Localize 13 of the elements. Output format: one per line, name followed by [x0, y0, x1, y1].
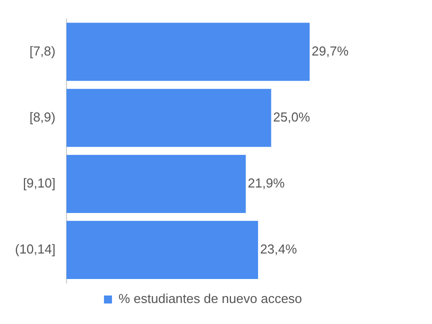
- data-label: 29,7%: [312, 43, 349, 58]
- data-label: 23,4%: [260, 242, 298, 257]
- bar: [66, 88, 272, 147]
- y-tick-label: [7,8): [29, 43, 56, 58]
- legend-label: % estudiantes de nuevo acceso: [118, 291, 302, 306]
- data-label: 25,0%: [273, 109, 310, 124]
- y-tick-label: (10,14]: [14, 242, 56, 257]
- y-tick-label: [8,9): [29, 109, 56, 124]
- y-tick-label: [9,10]: [22, 176, 56, 191]
- data-label: 21,9%: [248, 176, 286, 191]
- bar: [66, 154, 246, 213]
- bar: [66, 220, 258, 280]
- bar: [66, 22, 310, 81]
